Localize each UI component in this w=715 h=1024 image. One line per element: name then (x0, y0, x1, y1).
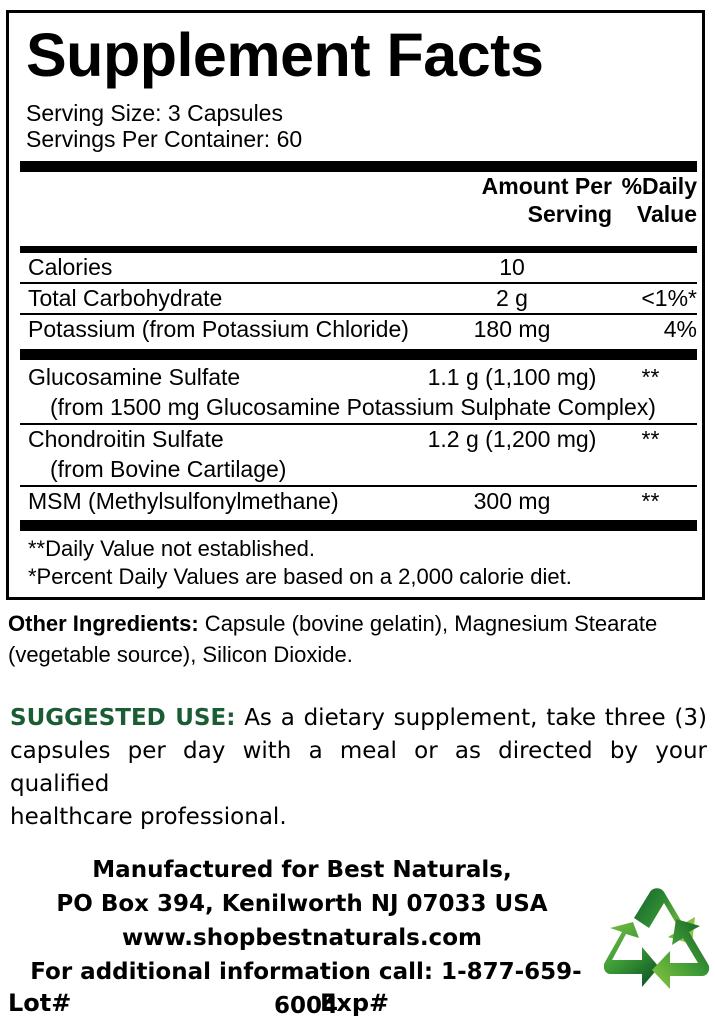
table-subrow: (from Bovine Cartilage) (20, 455, 693, 485)
ingredient-amount: 1.1 g (1,100 mg) (427, 364, 597, 390)
manufacturer-phone-line[interactable]: For additional information call: 1-877-6… (30, 959, 582, 1019)
divider-thick-mid (20, 349, 697, 360)
footnote-daily-value: **Daily Value not established. (28, 536, 315, 561)
ingredient-amount: 300 mg (473, 488, 551, 514)
amount-header-line2: Serving (527, 201, 612, 227)
table-row: Glucosamine Sulfate 1.1 g (1,100 mg) ** (20, 363, 693, 393)
table-row: Potassium (from Potassium Chloride) 180 … (20, 315, 697, 344)
nutrient-daily-value: <1%* (641, 285, 697, 311)
manufacturer-block: Manufactured for Best Naturals, PO Box 3… (0, 853, 604, 1023)
divider-thin (20, 423, 697, 425)
column-header-daily-value: %Daily Value (616, 172, 697, 228)
page-title: Supplement Facts (26, 21, 544, 89)
ingredient-daily-value: ** (641, 426, 660, 452)
divider-thin (20, 313, 697, 315)
divider-thick-top (20, 161, 697, 172)
lot-label: Lot# (8, 989, 72, 1017)
nutrient-name: Calories (28, 254, 113, 280)
ingredient-source-note: (from 1500 mg Glucosamine Potassium Sulp… (50, 394, 656, 420)
exp-label: Exp# (320, 989, 390, 1017)
ingredient-source-note: (from Bovine Cartilage) (50, 456, 287, 482)
divider-thin (20, 282, 697, 284)
other-ingredients-text: Capsule (bovine gelatin), Magnesium Stea… (8, 611, 658, 667)
suggested-use-text-last: healthcare professional. (10, 804, 287, 830)
ingredient-amount: 1.2 g (1,200 mg) (427, 426, 597, 452)
table-row: MSM (Methylsulfonylmethane) 300 mg ** (20, 487, 693, 517)
ingredient-name: Glucosamine Sulfate (28, 364, 241, 390)
dv-header-line1: %Daily (621, 173, 697, 199)
recycle-icon (603, 888, 712, 1000)
table-row: Chondroitin Sulfate 1.2 g (1,200 mg) ** (20, 425, 693, 455)
ingredient-daily-value: ** (641, 488, 660, 514)
divider-medium-under-headers (20, 246, 697, 253)
supplement-facts-panel: Supplement Facts Serving Size: 3 Capsule… (6, 10, 705, 600)
nutrient-name: Total Carbohydrate (28, 285, 223, 311)
manufacturer-line-1: Manufactured for Best Naturals, (92, 857, 512, 883)
column-header-amount-per-serving: Amount Per Serving (412, 172, 612, 228)
table-row: Total Carbohydrate 2 g <1%* (20, 284, 697, 313)
suggested-use-block: SUGGESTED USE: As a dietary supplement, … (10, 702, 707, 834)
ingredient-daily-value: ** (641, 364, 660, 390)
table-column-headers: Amount Per Serving %Daily Value (20, 172, 697, 246)
nutrient-amount: 180 mg (473, 316, 551, 342)
other-ingredients-label: Other Ingredients: (8, 611, 199, 636)
nutrient-amount: 10 (499, 254, 525, 280)
footnote-percent-daily-values: *Percent Daily Values are based on a 2,0… (28, 564, 572, 589)
table-subrow: (from 1500 mg Glucosamine Potassium Sulp… (20, 393, 693, 423)
nutrient-amount: 2 g (496, 285, 528, 311)
manufacturer-line-2: PO Box 394, Kenilworth NJ 07033 USA (56, 891, 548, 917)
dv-header-line2: Value (636, 201, 697, 227)
ingredient-name: Chondroitin Sulfate (28, 426, 224, 452)
ingredient-name: MSM (Methylsulfonylmethane) (28, 488, 339, 514)
other-ingredients-block: Other Ingredients: Capsule (bovine gelat… (8, 608, 708, 670)
divider-thick-bottom (20, 520, 697, 531)
manufacturer-website[interactable]: www.shopbestnaturals.com (122, 925, 482, 951)
servings-per-container-text: Servings Per Container: 60 (26, 126, 303, 152)
divider-thin (20, 485, 697, 487)
amount-header-line1: Amount Per (481, 173, 612, 199)
nutrient-name: Potassium (from Potassium Chloride) (28, 316, 409, 342)
serving-size-text: Serving Size: 3 Capsules (26, 100, 283, 126)
nutrient-daily-value: 4% (663, 316, 697, 342)
suggested-use-text: As a dietary supplement, take three (3) … (10, 705, 707, 797)
lot-exp-row: Lot# Exp# (8, 988, 608, 1018)
suggested-use-label: SUGGESTED USE: (10, 705, 236, 731)
table-row: Calories 10 (20, 253, 693, 282)
